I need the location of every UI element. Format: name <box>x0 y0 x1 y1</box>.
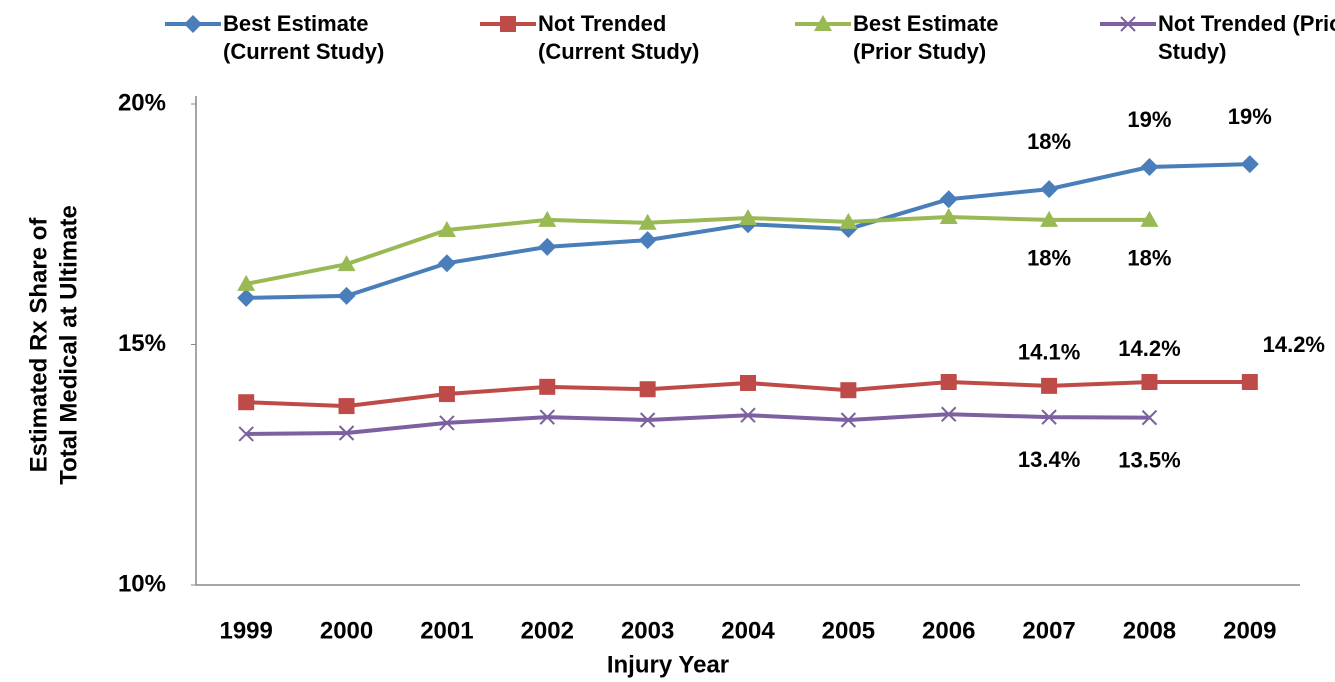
x-tick-label: 2009 <box>1223 617 1276 644</box>
point <box>639 412 656 428</box>
legend-item <box>480 16 536 32</box>
data-label: 19% <box>1228 104 1272 129</box>
point <box>1040 210 1059 227</box>
point <box>538 210 557 227</box>
data-label: 13.4% <box>1018 447 1080 472</box>
point <box>739 208 757 225</box>
y-tick-label: 10% <box>118 570 166 597</box>
point <box>539 378 556 395</box>
point <box>639 381 656 398</box>
point <box>1141 374 1158 391</box>
x-axis-title: Injury Year <box>607 651 729 678</box>
point <box>538 237 557 256</box>
x-tick-label: 2000 <box>320 617 373 644</box>
legend-label: Best Estimate (Prior Study) <box>853 11 999 64</box>
point <box>740 374 756 391</box>
legend-item <box>165 15 221 33</box>
data-label: 19% <box>1127 107 1171 132</box>
point <box>740 407 756 423</box>
x-tick-label: 2005 <box>822 617 875 644</box>
legend-marker <box>184 15 202 33</box>
data-label: 14.2% <box>1118 336 1180 361</box>
point <box>238 394 255 411</box>
series-line <box>245 215 1150 286</box>
point <box>1241 374 1258 391</box>
point <box>638 213 657 230</box>
x-tick-label: 2007 <box>1022 617 1075 644</box>
point <box>939 208 958 225</box>
point <box>1140 158 1159 177</box>
x-tick-label: 2003 <box>621 617 674 644</box>
y-axis-title-line: Estimated Rx Share of <box>25 217 52 473</box>
point <box>437 254 456 273</box>
point <box>940 374 957 391</box>
data-label: 14.2% <box>1263 332 1325 357</box>
legend-marker <box>814 15 832 31</box>
legend-item <box>795 15 851 31</box>
point <box>338 425 355 441</box>
y-axis-title: Estimated Rx Share of Total Medical at U… <box>25 205 82 485</box>
legend-marker <box>1120 16 1136 32</box>
y-axis-title-line: Total Medical at Ultimate <box>55 205 82 485</box>
x-tick-label: 2004 <box>721 617 775 644</box>
data-label: 18% <box>1027 246 1071 271</box>
x-tick-label: 1999 <box>219 617 272 644</box>
point <box>939 190 958 209</box>
point <box>839 212 858 229</box>
point <box>1040 180 1059 199</box>
point <box>439 415 455 431</box>
legend-label: Best Estimate (Current Study) <box>223 11 385 64</box>
point <box>1041 377 1058 394</box>
point <box>638 231 657 250</box>
point <box>338 398 355 415</box>
point <box>941 406 957 422</box>
data-label: 14.1% <box>1018 340 1080 365</box>
point <box>840 382 857 399</box>
point <box>1140 210 1159 227</box>
point <box>1141 409 1158 426</box>
data-label: 18% <box>1127 246 1171 271</box>
data-label: 18% <box>1027 129 1071 154</box>
point <box>337 255 356 272</box>
point <box>337 286 356 305</box>
point <box>539 409 555 425</box>
legend-item <box>1100 16 1156 32</box>
x-tick-label: 2008 <box>1123 617 1176 644</box>
point <box>237 274 256 291</box>
point <box>238 426 254 442</box>
point <box>437 221 456 238</box>
legend-marker <box>500 16 516 32</box>
y-tick-label: 20% <box>118 89 166 116</box>
series-line <box>246 412 1150 436</box>
legend-label: Not Trended (Prior Study) <box>1158 11 1335 64</box>
point <box>237 288 256 307</box>
point <box>840 412 857 428</box>
x-tick-label: 2002 <box>521 617 574 644</box>
legend-label: Not Trended (Current Study) <box>538 11 700 64</box>
x-tick-label: 2006 <box>922 617 975 644</box>
data-label: 13.5% <box>1118 447 1180 472</box>
y-tick-label: 15% <box>118 330 166 357</box>
x-tick-label: 2001 <box>420 617 473 644</box>
point <box>1240 155 1259 174</box>
point <box>1041 409 1057 425</box>
point <box>438 386 455 403</box>
